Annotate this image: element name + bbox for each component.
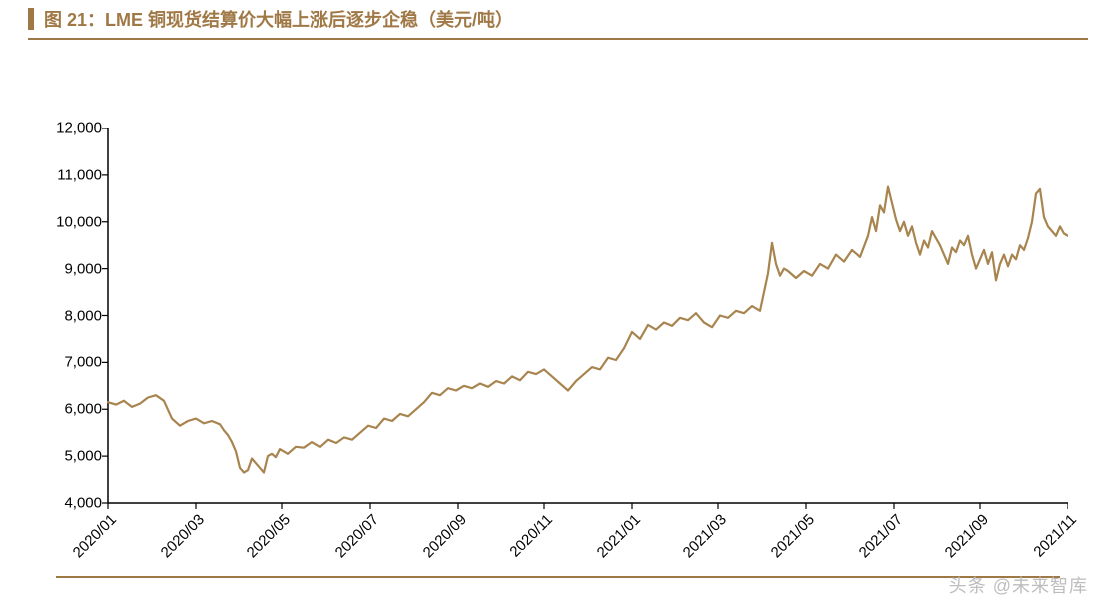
x-tick-label: 2021/03 [680,511,730,561]
x-tick-label: 2021/09 [942,511,992,561]
x-tick-label: 2020/11 [506,511,556,561]
figure-container: 图 21：LME 铜现货结算价大幅上涨后逐步企稳（美元/吨） 4,0005,00… [0,0,1116,612]
bottom-rule [56,576,1060,578]
y-tick-label: 8,000 [64,307,102,324]
x-tick-label: 2021/05 [768,511,818,561]
x-tick-label: 2020/01 [70,511,120,561]
y-tick-label: 5,000 [64,448,102,465]
x-tick-label: 2020/07 [332,511,382,561]
x-tick-label: 2021/11 [1030,511,1080,561]
title-row: 图 21：LME 铜现货结算价大幅上涨后逐步企稳（美元/吨） [0,0,1116,38]
title-accent-bar [28,8,34,30]
y-tick-label: 6,000 [64,401,102,418]
x-tick-label: 2021/07 [856,511,906,561]
plot-area: 4,0005,0006,0007,0008,0009,00010,00011,0… [108,128,1068,503]
chart-svg [100,128,1068,511]
price-line [108,187,1068,473]
y-tick-label: 11,000 [57,166,102,183]
axes [108,128,1068,503]
x-tick-label: 2020/09 [420,511,470,561]
y-tick-label: 9,000 [64,260,102,277]
top-rule [28,38,1088,40]
watermark-text: 头条 @未来智库 [949,572,1088,598]
x-tick-label: 2021/01 [594,511,644,561]
chart-title: 图 21：LME 铜现货结算价大幅上涨后逐步企稳（美元/吨） [44,6,513,32]
x-tick-label: 2020/05 [244,511,294,561]
y-tick-label: 4,000 [64,495,102,512]
y-tick-label: 12,000 [56,120,102,137]
y-tick-label: 10,000 [56,213,102,230]
y-tick-label: 7,000 [64,354,102,371]
x-tick-label: 2020/03 [158,511,208,561]
